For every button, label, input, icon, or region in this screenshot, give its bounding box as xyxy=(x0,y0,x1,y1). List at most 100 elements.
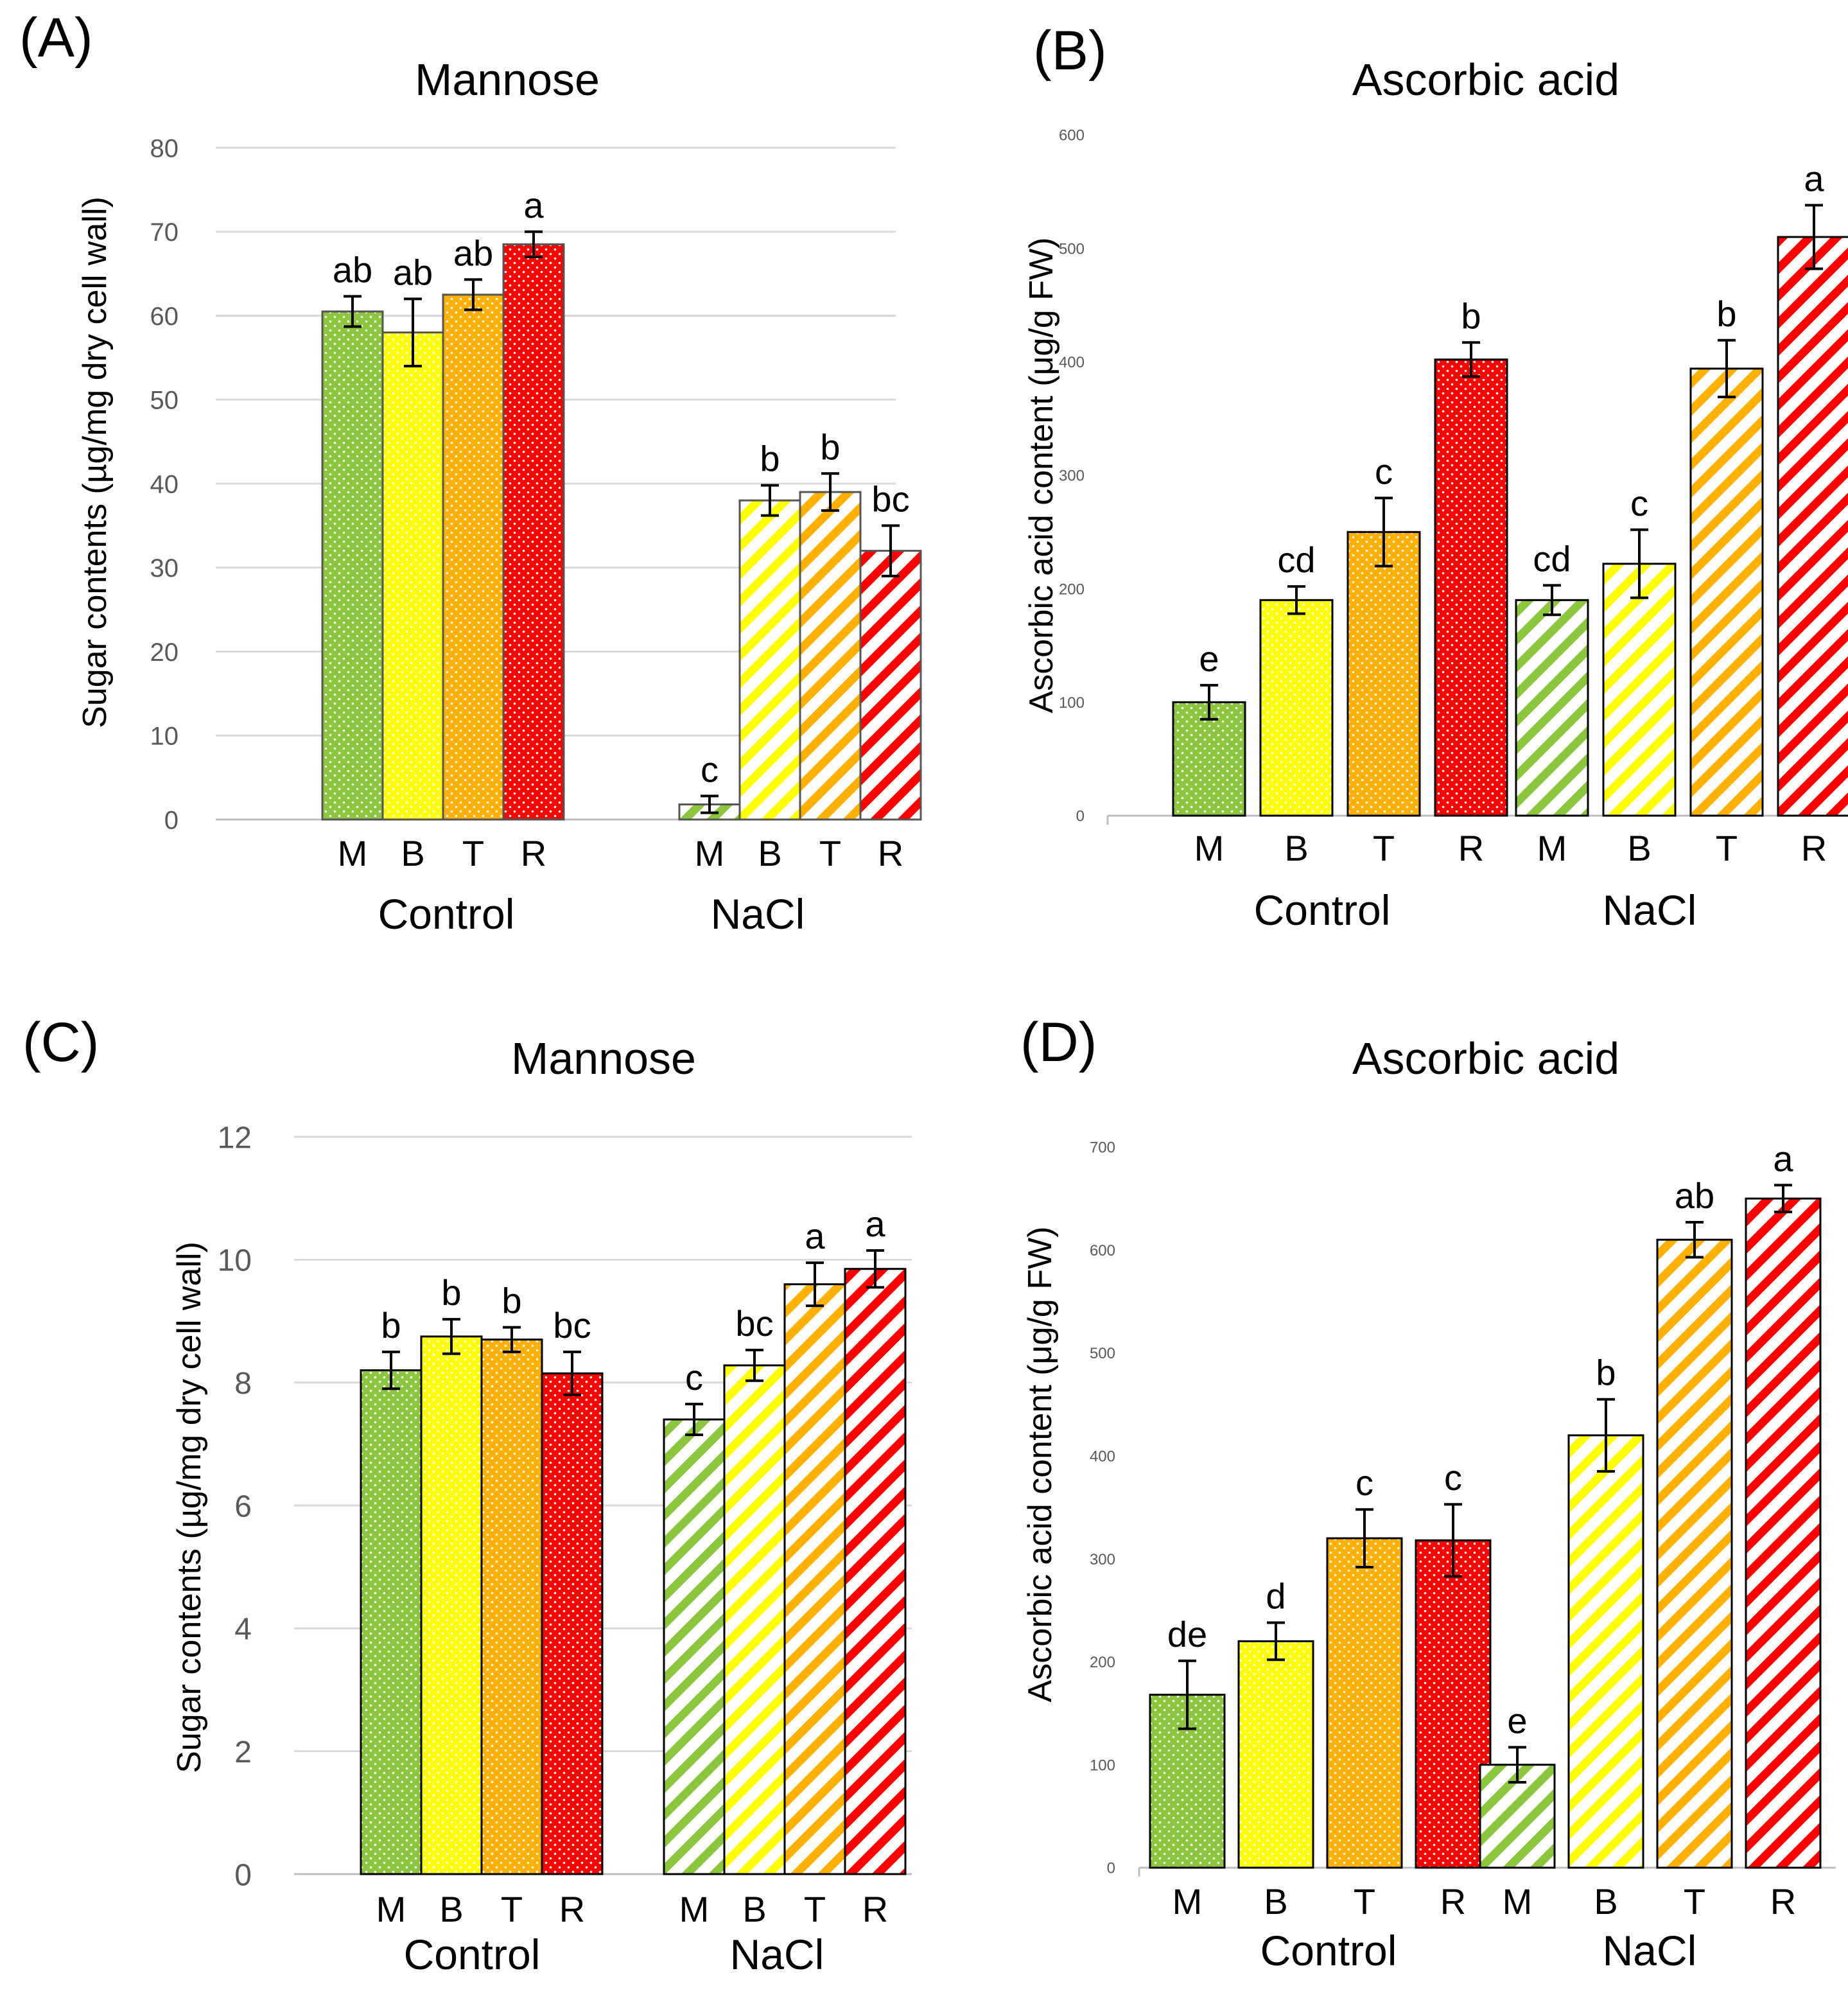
bar-nacl-B xyxy=(1602,563,1677,817)
chart-a: (A) Mannose Sugar contents (µg/mg dry ce… xyxy=(19,7,922,938)
bar-nacl-B xyxy=(723,1364,786,1875)
y-tick-label: 30 xyxy=(150,554,179,583)
y-tick-label: 300 xyxy=(1090,1551,1115,1568)
y-tick-label: 100 xyxy=(1059,694,1085,712)
y-tick-layer: 0 100 200 300 400 500 600 700 xyxy=(1090,1139,1115,1877)
significance-letter: bc xyxy=(553,1305,591,1346)
significance-letter: b xyxy=(501,1281,521,1321)
bar-control-R xyxy=(502,243,565,821)
panel-label: (A) xyxy=(19,7,93,69)
bar-nacl-R xyxy=(1777,236,1848,817)
y-tick-label: 700 xyxy=(1090,1139,1115,1157)
chart-title: Mannose xyxy=(511,1033,696,1083)
chart-title: Mannose xyxy=(415,55,600,105)
category-label: R xyxy=(1440,1881,1466,1922)
panel-b: (B) Ascorbic acid Ascorbic acid content … xyxy=(924,0,1848,983)
bar-control-R xyxy=(1434,358,1508,817)
y-tick-label: 70 xyxy=(150,218,179,247)
category-label: T xyxy=(462,833,484,873)
significance-letter: a xyxy=(865,1204,885,1244)
category-label: T xyxy=(1354,1881,1375,1922)
significance-letter: ab xyxy=(333,249,372,290)
significance-letter: a xyxy=(1773,1138,1793,1179)
y-tick-label: 400 xyxy=(1059,354,1085,371)
category-label: B xyxy=(758,833,781,873)
y-tick-label: 4 xyxy=(234,1613,252,1647)
bar-nacl-T xyxy=(799,491,862,821)
chart-c: (C) Mannose Sugar contents (µg/mg dry ce… xyxy=(22,1012,912,1978)
significance-letter: bc xyxy=(735,1303,773,1344)
bar-control-T xyxy=(442,294,505,821)
y-tick-label: 300 xyxy=(1059,468,1085,485)
bar-control-B xyxy=(381,331,444,821)
bar-nacl-M xyxy=(1515,599,1589,817)
panel-label: (C) xyxy=(22,1012,99,1073)
y-tick-label: 20 xyxy=(150,638,179,667)
bar-control-M xyxy=(360,1369,423,1875)
bar-nacl-R xyxy=(859,550,922,821)
category-label: T xyxy=(804,1889,826,1929)
significance-letter: b xyxy=(1716,294,1736,334)
y-tick-label: 40 xyxy=(150,470,179,498)
y-axis-label: Ascorbic acid content (μg/g FW) xyxy=(1023,238,1060,714)
category-label: R xyxy=(521,833,546,873)
y-tick-label: 2 xyxy=(234,1735,252,1769)
significance-letter: c xyxy=(701,749,719,789)
y-tick-label: 0 xyxy=(234,1858,252,1892)
category-label: M xyxy=(376,1889,406,1929)
y-tick-label: 12 xyxy=(218,1121,252,1155)
chart-b: (B) Ascorbic acid Ascorbic acid content … xyxy=(1023,20,1848,934)
bar-nacl-R xyxy=(844,1268,907,1875)
bar-nacl-T xyxy=(1689,367,1764,817)
y-axis-label: Sugar contents (µg/mg dry cell wall) xyxy=(76,197,114,728)
y-tick-label: 8 xyxy=(234,1367,252,1401)
bar-nacl-T xyxy=(783,1283,846,1875)
category-label: R xyxy=(1801,828,1827,868)
bar-nacl-R xyxy=(1745,1197,1822,1869)
significance-letter: c xyxy=(1375,451,1393,491)
y-tick-label: 10 xyxy=(150,723,179,751)
y-tick-label: 600 xyxy=(1059,127,1085,145)
category-label: B xyxy=(1627,828,1651,868)
category-label: B xyxy=(742,1889,766,1929)
bar-control-B xyxy=(1259,599,1334,817)
panel-label: (D) xyxy=(1020,1012,1097,1073)
panel-a: (A) Mannose Sugar contents (µg/mg dry ce… xyxy=(0,0,924,983)
y-tick-label: 200 xyxy=(1090,1654,1115,1671)
y-tick-label: 200 xyxy=(1059,581,1085,598)
category-label: T xyxy=(1716,828,1738,868)
category-label: R xyxy=(1770,1881,1796,1922)
category-label: T xyxy=(1684,1881,1705,1922)
bar-control-B xyxy=(1237,1640,1314,1869)
significance-letter: b xyxy=(381,1305,401,1346)
bar-control-R xyxy=(1415,1539,1492,1869)
bar-control-T xyxy=(1347,531,1421,817)
significance-letter: bc xyxy=(871,478,909,519)
bar-layer: e cd c b cd c b a xyxy=(1172,159,1848,817)
y-tick-label: 500 xyxy=(1090,1345,1115,1362)
significance-letter: d xyxy=(1266,1576,1286,1617)
group-label-control: Control xyxy=(1254,886,1391,934)
significance-letter: a xyxy=(523,185,544,225)
significance-letter: c xyxy=(1630,483,1648,523)
significance-letter: ab xyxy=(1675,1175,1714,1216)
y-axis-label: Ascorbic acid content (μg/g FW) xyxy=(1022,1227,1059,1703)
category-label: B xyxy=(401,833,424,873)
bar-control-R xyxy=(541,1372,604,1875)
grid-layer xyxy=(1138,1866,1836,1877)
category-label: R xyxy=(1458,828,1484,868)
significance-letter: e xyxy=(1507,1700,1527,1741)
y-tick-layer: 0 2 4 6 8 10 12 xyxy=(218,1121,252,1892)
group-label-nacl: NaCl xyxy=(711,890,805,938)
category-label: T xyxy=(1373,828,1395,868)
y-tick-label: 500 xyxy=(1059,240,1085,258)
y-tick-label: 6 xyxy=(234,1489,252,1523)
category-label: B xyxy=(1594,1881,1617,1922)
panel-c: (C) Mannose Sugar contents (µg/mg dry ce… xyxy=(0,1002,924,2000)
significance-letter: ab xyxy=(393,252,433,292)
